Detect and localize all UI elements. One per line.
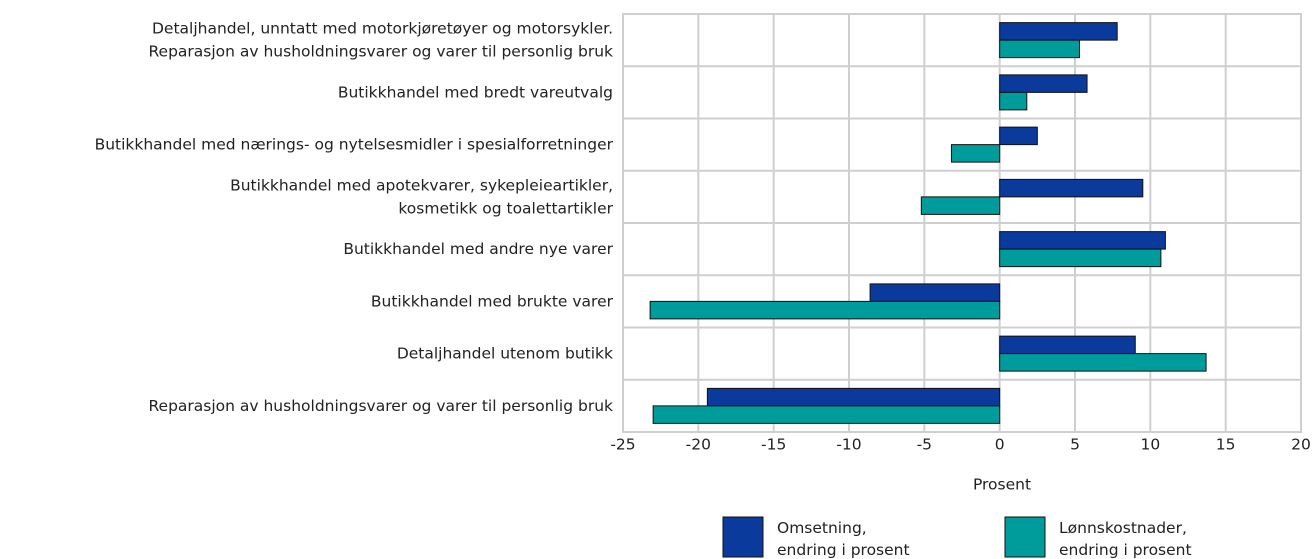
y-tick-label-line: Butikkhandel med brukte varer [371,292,614,310]
legend-label: Omsetning, endring i prosent [777,519,910,559]
legend-label-line: endring i prosent [1059,541,1192,559]
x-tick-label: 15 [1216,436,1236,454]
y-tick-label: Butikkhandel med nærings- og nytelsesmid… [95,135,614,153]
x-tick-label: 10 [1140,436,1160,454]
y-tick-label-line: Butikkhandel med nærings- og nytelsesmid… [95,135,614,153]
bar [999,231,1166,250]
y-tick-label: Detaljhandel, unntatt med motorkjøretøye… [148,19,613,60]
y-tick-label-line: Detaljhandel utenom butikk [397,344,613,362]
bar [999,353,1207,372]
y-tick-label-line: Reparasjon av husholdningsvarer og varer… [148,42,613,60]
x-tick-label: 5 [1070,436,1080,454]
x-tick-label: 20 [1291,436,1311,454]
y-tick-label: Butikkhandel med brukte varer [371,292,614,310]
y-tick-label-line: Butikkhandel med apotekvarer, sykepleiea… [230,176,613,194]
y-tick-label: Butikkhandel med bredt vareutvalg [338,83,613,101]
x-tick-label: 0 [995,436,1005,454]
y-tick-label: Butikkhandel med apotekvarer, sykepleiea… [230,176,614,217]
legend-swatch [722,516,764,558]
legend-label-line: Omsetning, [777,519,867,537]
x-tick-label: -5 [917,436,932,454]
bar [649,300,1001,320]
bar [999,248,1162,268]
x-tick-label: -25 [610,436,635,454]
x-tick-label: -15 [761,436,786,454]
y-tick-label: Reparasjon av husholdningsvarer og varer… [148,396,613,414]
y-tick-label-line: kosmetikk og toalettartikler [398,199,613,217]
bar [999,126,1038,146]
bar [999,178,1144,198]
legend-label-line: endring i prosent [777,541,910,559]
y-tick-label-line: Reparasjon av husholdningsvarer og varer… [148,396,613,414]
bar [920,196,1001,215]
x-axis-label: Prosent [973,476,1031,494]
x-tick-label: -20 [686,436,711,454]
legend-label-line: Lønnskostnader, [1059,519,1187,537]
bar [652,405,1001,424]
plot-border [622,13,1302,433]
y-tick-label-line: Detaljhandel, unntatt med motorkjøretøye… [152,19,613,37]
y-tick-label: Butikkhandel med andre nye varer [343,240,613,258]
legend-label: Lønnskostnader, endring i prosent [1059,519,1192,559]
legend-swatch [1004,516,1046,558]
y-tick-label-line: Butikkhandel med andre nye varer [343,240,613,258]
bar [999,39,1081,59]
bar [950,144,1001,163]
bar [869,283,1001,302]
y-tick-label-line: Butikkhandel med bredt vareutvalg [338,83,613,101]
bar [999,91,1028,111]
bar [999,74,1088,93]
bar [999,335,1136,355]
bar [706,387,1001,407]
y-tick-label: Detaljhandel utenom butikk [397,344,613,362]
bar [999,22,1118,41]
x-tick-label: -10 [836,436,861,454]
